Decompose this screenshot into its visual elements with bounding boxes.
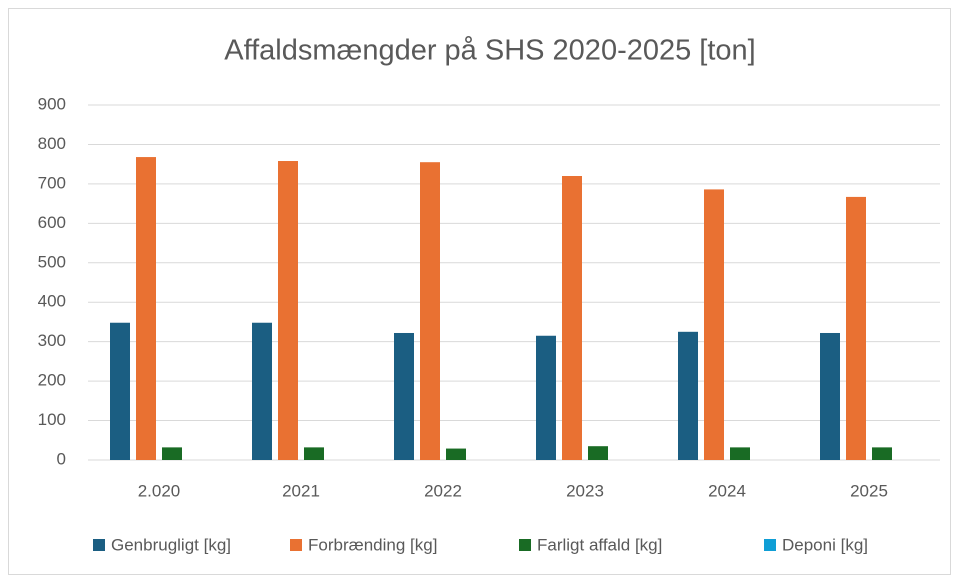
legend-label: Farligt affald [kg] (537, 535, 662, 554)
bar (536, 335, 556, 460)
legend-swatch (519, 539, 531, 551)
bar (162, 447, 182, 460)
bar (136, 157, 156, 461)
bar (278, 161, 298, 460)
bar (872, 447, 892, 460)
legend-label: Forbrænding [kg] (308, 535, 437, 554)
x-tick-label: 2022 (424, 481, 462, 500)
bar (704, 189, 724, 460)
bar (678, 331, 698, 460)
bar (730, 447, 750, 460)
x-tick-label: 2023 (566, 481, 604, 500)
x-tick-label: 2025 (850, 481, 888, 500)
y-tick-label: 0 (57, 449, 66, 468)
legend-swatch (93, 539, 105, 551)
y-tick-label: 400 (38, 292, 66, 311)
y-tick-label: 500 (38, 252, 66, 271)
bar (820, 332, 840, 460)
y-tick-label: 900 (38, 94, 66, 113)
y-tick-label: 700 (38, 173, 66, 192)
bar (588, 446, 608, 460)
legend-swatch (764, 539, 776, 551)
bar (304, 447, 324, 460)
chart-border (8, 8, 951, 575)
bar (394, 332, 414, 460)
bar (420, 162, 440, 460)
bar (846, 196, 866, 460)
x-tick-label: 2024 (708, 481, 746, 500)
y-tick-label: 100 (38, 410, 66, 429)
bar (110, 322, 130, 460)
x-tick-label: 2021 (282, 481, 320, 500)
legend-label: Genbrugligt [kg] (111, 535, 231, 554)
legend-swatch (290, 539, 302, 551)
bar (562, 176, 582, 460)
bar (252, 322, 272, 460)
legend-label: Deponi [kg] (782, 535, 868, 554)
y-tick-label: 300 (38, 331, 66, 350)
x-tick-label: 2.020 (138, 481, 181, 500)
y-tick-label: 600 (38, 213, 66, 232)
bar (446, 448, 466, 460)
y-tick-label: 800 (38, 134, 66, 153)
chart-title: Affaldsmængder på SHS 2020-2025 [ton] (224, 35, 755, 67)
y-tick-label: 200 (38, 371, 66, 390)
